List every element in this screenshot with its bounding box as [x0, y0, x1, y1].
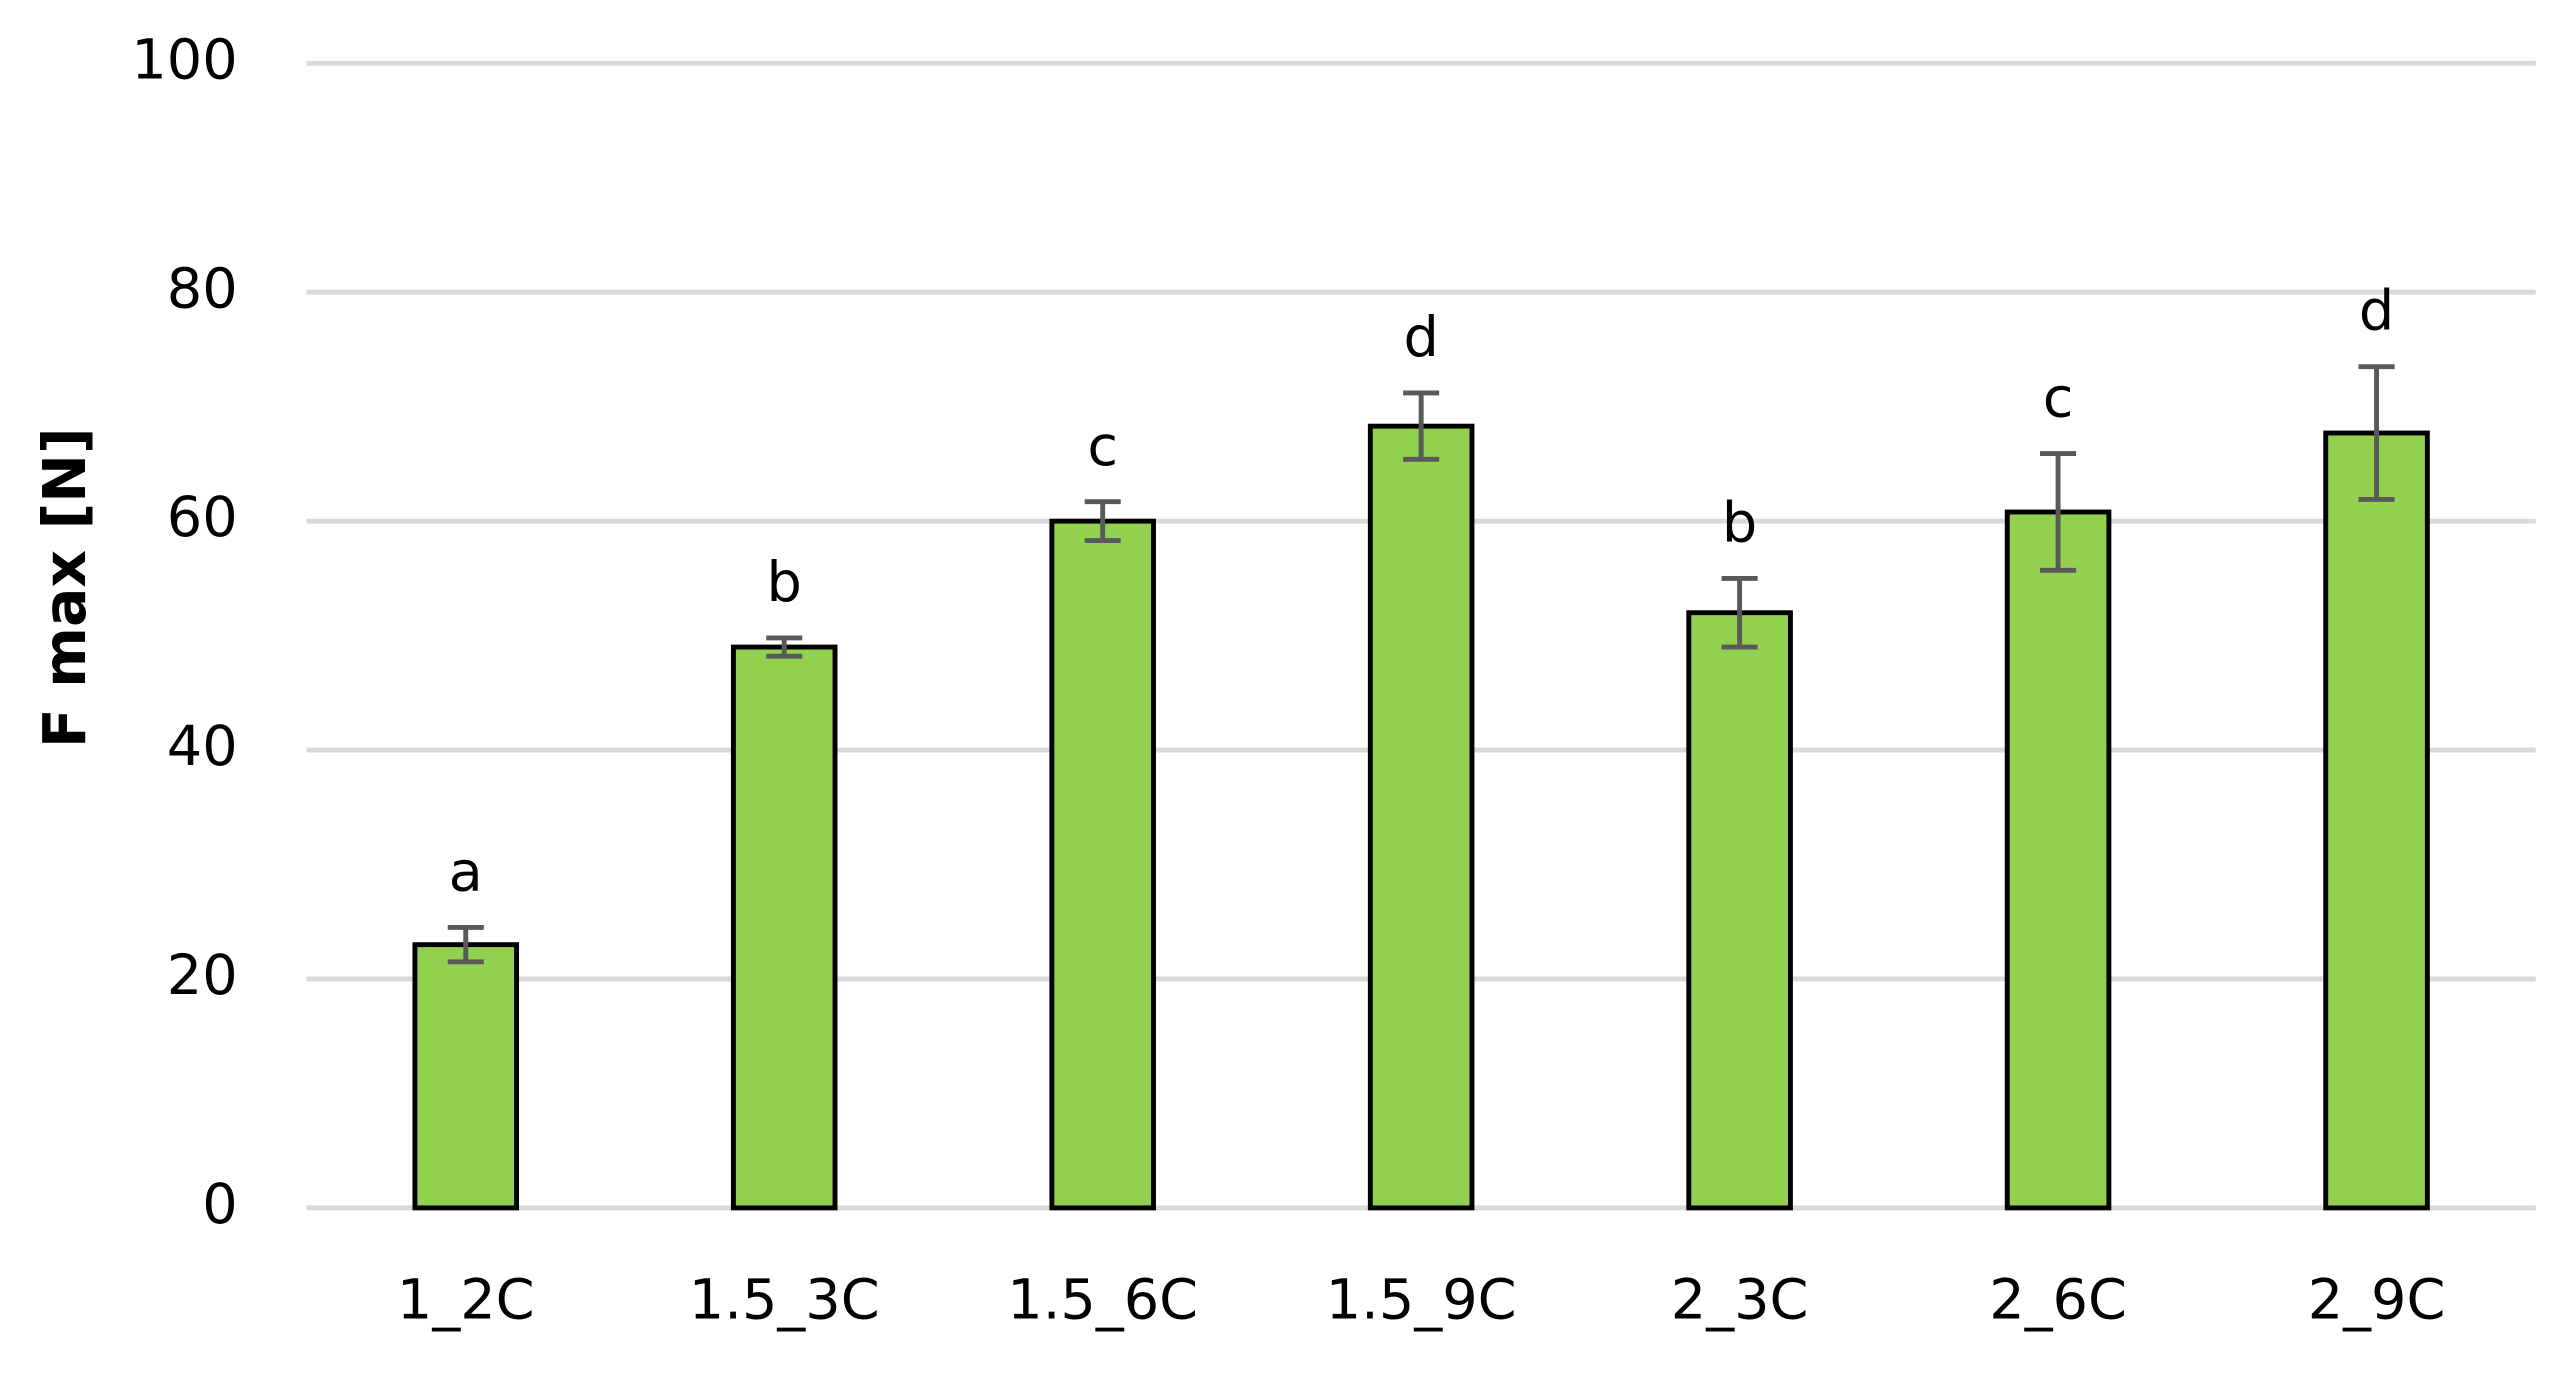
bar	[730, 644, 838, 1211]
error-bar	[447, 925, 484, 965]
error-bar	[1403, 390, 1440, 462]
annotation: d	[1403, 306, 1438, 370]
y-tick-label: 100	[131, 29, 237, 93]
bar	[1686, 610, 1793, 1211]
annotation: c	[1087, 415, 1118, 479]
x-tick-label: 2_9C	[2308, 1269, 2446, 1333]
annotation: b	[1722, 492, 1757, 556]
annotation: d	[2359, 280, 2394, 344]
x-tick-label: 1_2C	[397, 1269, 535, 1333]
error-bar	[766, 635, 803, 659]
bar	[1049, 518, 1156, 1211]
y-tick-label: 40	[167, 715, 238, 779]
annotation: c	[2043, 367, 2074, 431]
y-tick-label: 60	[167, 486, 238, 550]
error-bar	[2358, 364, 2395, 502]
bar	[1367, 423, 1475, 1211]
error-bar	[1721, 575, 1758, 650]
error-bar	[1084, 499, 1121, 544]
x-tick-label: 1.5_9C	[1326, 1269, 1517, 1333]
bar	[2004, 509, 2112, 1211]
y-axis-label: F max [N]	[30, 427, 99, 748]
x-tick-label: 2_3C	[1671, 1269, 1809, 1333]
annotation: b	[767, 551, 802, 615]
x-tick-label: 2_6C	[1989, 1269, 2127, 1333]
error-bar	[2040, 451, 2077, 573]
bar	[412, 942, 520, 1211]
y-tick-label: 80	[167, 258, 238, 322]
annotation: a	[449, 841, 483, 905]
y-tick-label: 20	[167, 944, 238, 1008]
x-tick-label: 1.5_6C	[1007, 1269, 1198, 1333]
x-tick-label: 1.5_3C	[689, 1269, 880, 1333]
y-tick-label: 0	[202, 1173, 237, 1237]
bar	[2323, 430, 2430, 1211]
